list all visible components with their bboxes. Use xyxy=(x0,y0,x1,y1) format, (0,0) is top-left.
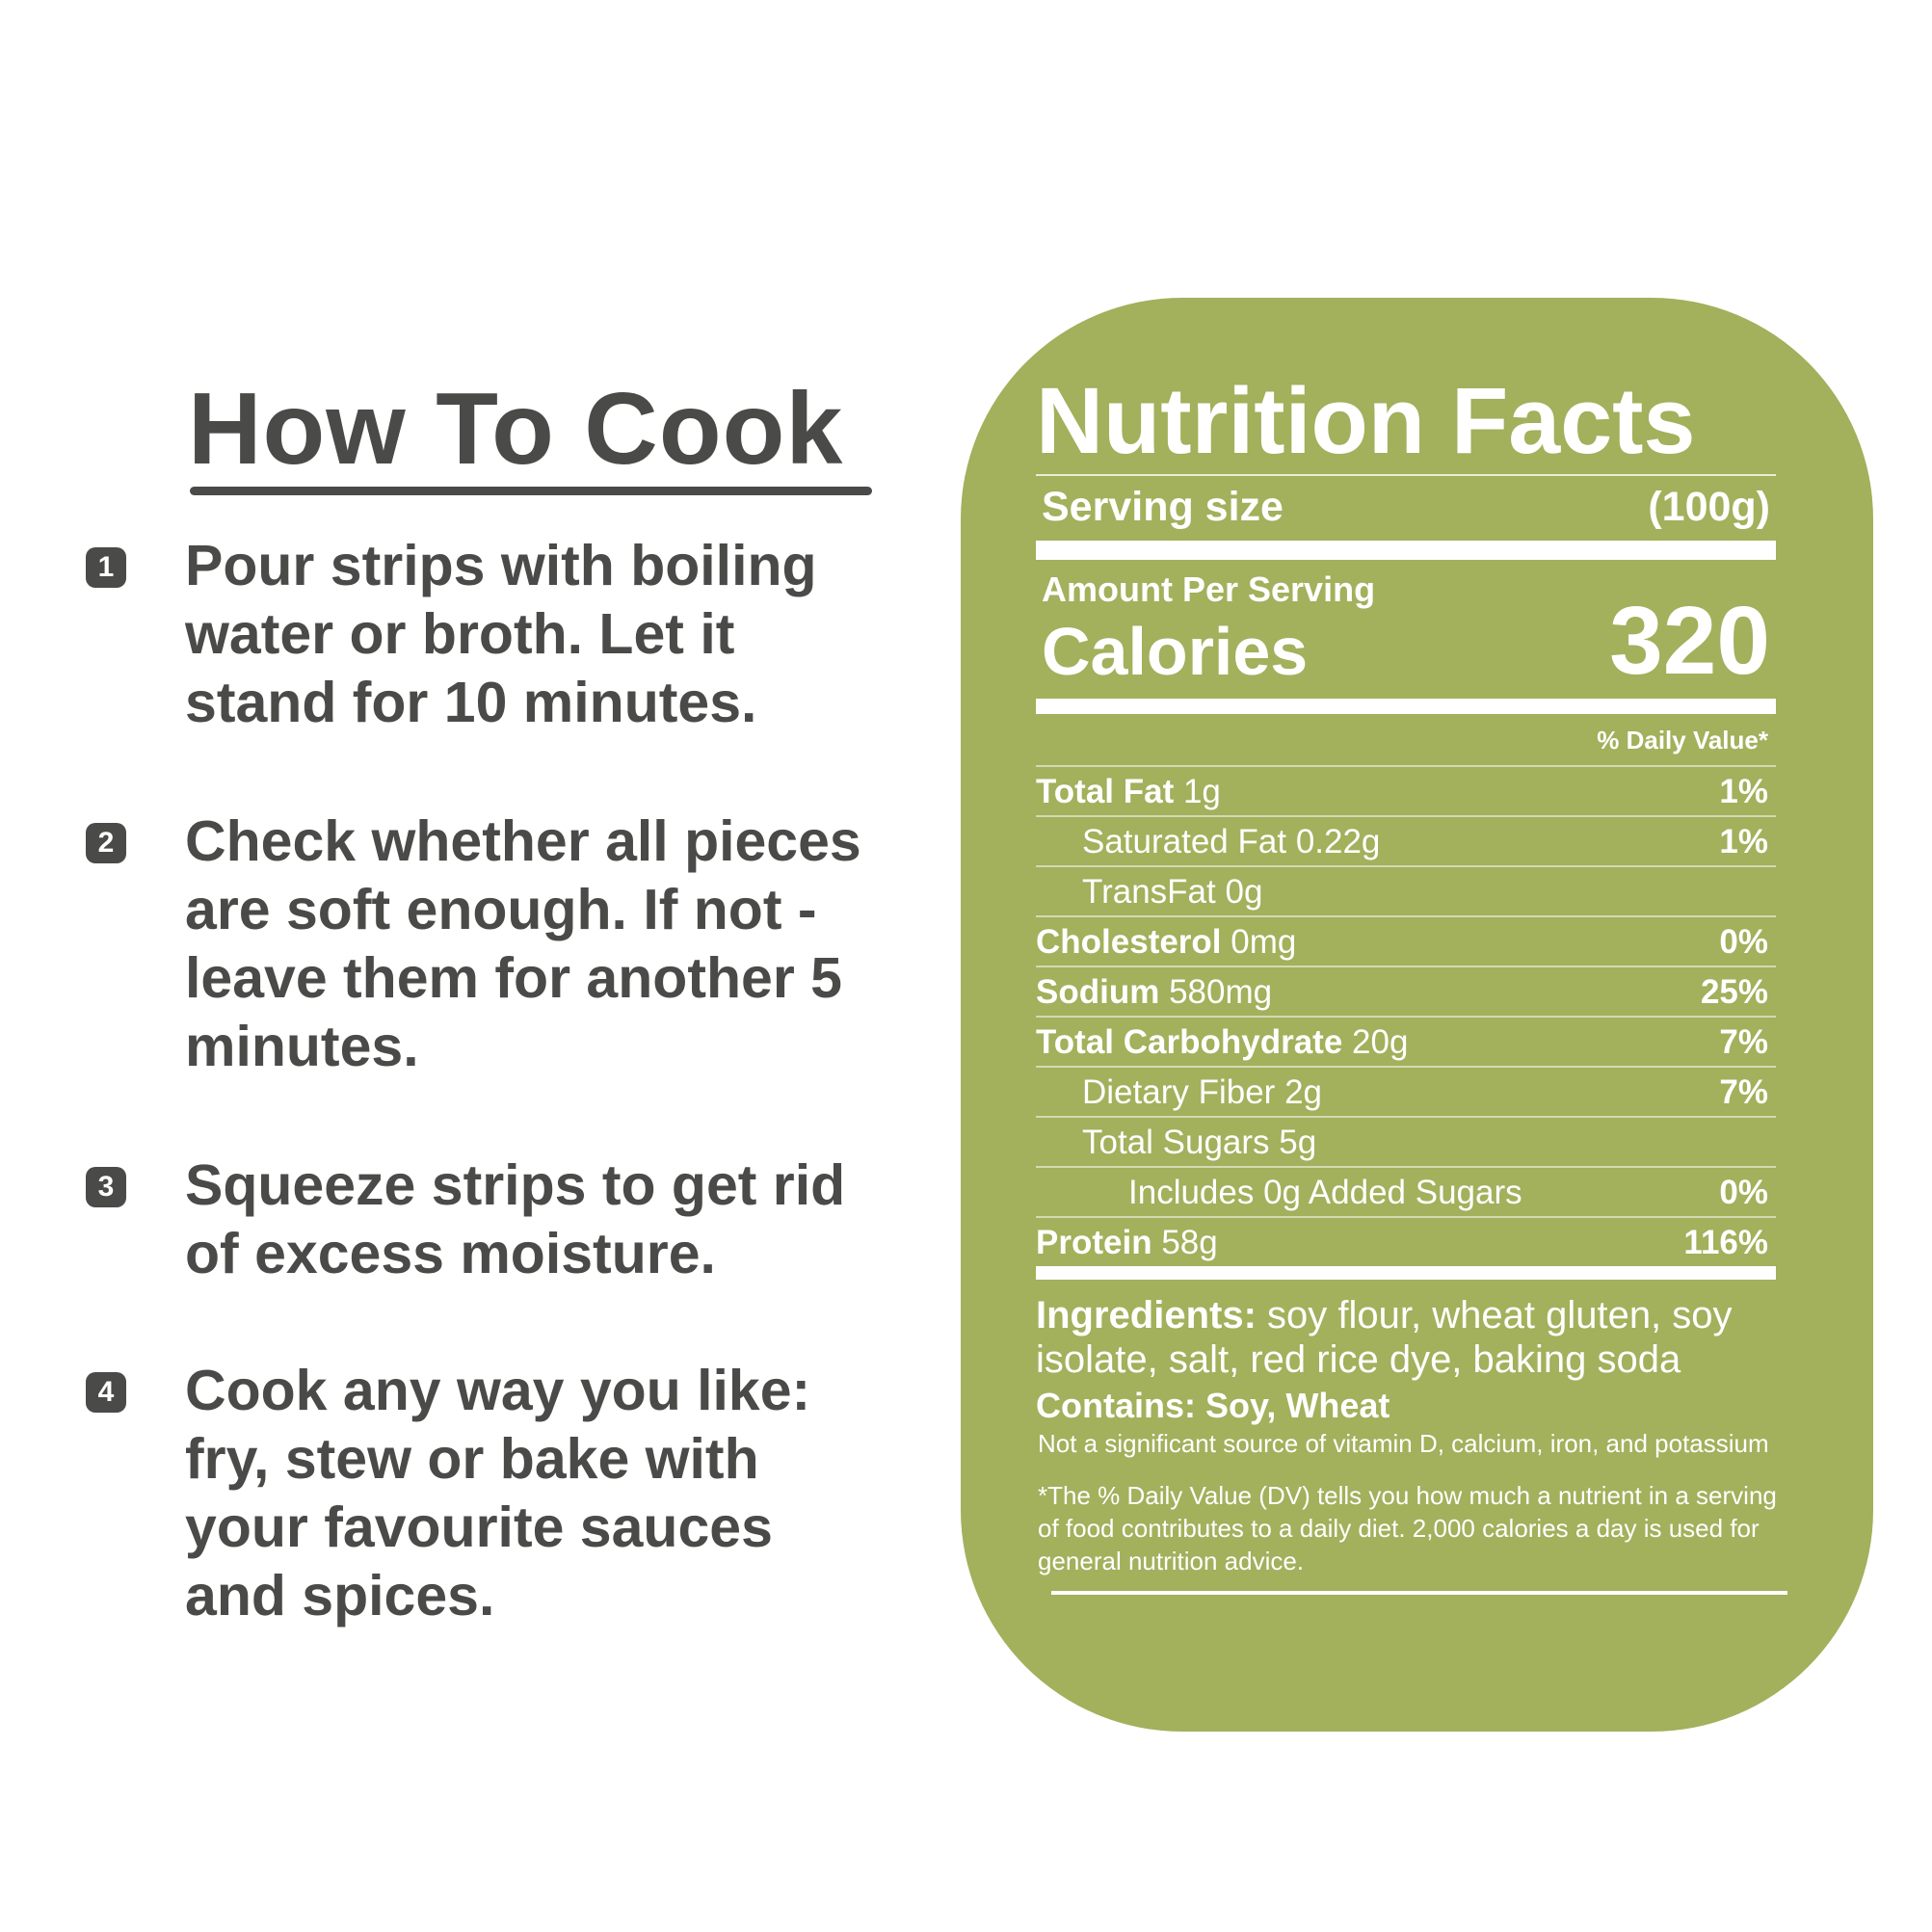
nutrient-row: Saturated Fat 0.22g 1% xyxy=(1036,815,1776,865)
serving-label: Serving size xyxy=(1042,484,1284,530)
step-number: 4 xyxy=(86,1372,126,1413)
calories-row: Calories 320 xyxy=(1036,589,1776,693)
nutrient-row: Includes 0g Added Sugars 0% xyxy=(1036,1166,1776,1216)
nutrient-name: Total Fat xyxy=(1036,773,1175,810)
nutrient-row: Total Fat 1g 1% xyxy=(1036,765,1776,815)
footnote: *The % Daily Value (DV) tells you how mu… xyxy=(1038,1481,1777,1575)
nutrient-name: Cholesterol xyxy=(1036,923,1222,961)
step-text: Cook any way you like: fry, stew or bake… xyxy=(185,1359,811,1628)
nutrient-row: Cholesterol 0mg 0% xyxy=(1036,915,1776,966)
step-text: Check whether all pieces are soft enough… xyxy=(185,809,861,1078)
nutrient-dv: 1% xyxy=(1719,823,1768,860)
nutrient-row: Dietary Fiber 2g 7% xyxy=(1036,1066,1776,1116)
nutrient-name: Sodium xyxy=(1036,973,1160,1011)
nutrient-amount: 1g xyxy=(1182,773,1221,810)
nutrient-amount: 0mg xyxy=(1231,923,1297,961)
nutrient-amount: 20g xyxy=(1352,1023,1409,1061)
nutrient-amount: 5g xyxy=(1279,1124,1317,1161)
nutrient-dv: 0% xyxy=(1719,1174,1768,1211)
nutrient-amount: 580mg xyxy=(1169,973,1273,1011)
nutrient-label: Total Sugars 5g xyxy=(1036,1118,1316,1166)
nutrient-amount: 2g xyxy=(1284,1073,1322,1111)
nutrient-dv: 7% xyxy=(1719,1073,1768,1111)
nutrient-name: Saturated Fat xyxy=(1082,823,1287,860)
nutrient-label: Total Carbohydrate 20g xyxy=(1036,1018,1408,1066)
calories-value: 320 xyxy=(1609,587,1770,695)
step-number: 1 xyxy=(86,547,126,588)
title-underline xyxy=(190,487,872,495)
nutrient-name: Total Carbohydrate xyxy=(1036,1023,1343,1061)
step-text: Squeeze strips to get rid of excess mois… xyxy=(185,1153,846,1285)
nutrient-row: TransFat 0g xyxy=(1036,865,1776,915)
amount-per-serving: Amount Per Serving xyxy=(1042,569,1376,609)
contains: Contains: Soy, Wheat xyxy=(1036,1386,1390,1425)
nutrition-facts: Nutrition Facts Serving size (100g) Amount … xyxy=(1036,368,1787,1595)
nutrient-label: Saturated Fat 0.22g xyxy=(1036,817,1380,865)
nutrient-label: TransFat 0g xyxy=(1036,867,1262,915)
note: Not a significant source of vitamin D, c… xyxy=(1038,1429,1769,1458)
nutrient-label: Cholesterol 0mg xyxy=(1036,917,1296,966)
nutrient-amount: 0g xyxy=(1225,873,1263,911)
nutrient-label: Dietary Fiber 2g xyxy=(1036,1068,1322,1116)
step-number: 3 xyxy=(86,1167,126,1207)
nutrient-label: Sodium 580mg xyxy=(1036,967,1272,1016)
serving-row: Serving size (100g) xyxy=(1036,474,1776,539)
nutrient-label: Includes 0g Added Sugars xyxy=(1036,1168,1522,1216)
step: 4 Cook any way you like: fry, stew or bak… xyxy=(86,1357,888,1630)
ingredients: Ingredients: soy flour, wheat gluten, so… xyxy=(1036,1293,1776,1382)
nutrient-dv: 116% xyxy=(1683,1224,1768,1261)
nutrient-dv: 1% xyxy=(1719,773,1768,810)
thick-rule xyxy=(1036,1266,1776,1280)
nutrient-name: TransFat xyxy=(1082,873,1216,911)
nutrient-amount: 0.22g xyxy=(1295,823,1381,860)
nutrient-label: Total Fat 1g xyxy=(1036,767,1221,815)
nutrition-title: Nutrition Facts xyxy=(1036,368,1696,473)
step-text: Pour strips with boiling water or broth.… xyxy=(185,534,817,734)
step-number: 2 xyxy=(86,823,126,863)
nutrient-name: Includes 0g Added Sugars xyxy=(1128,1174,1522,1211)
serving-size: (100g) xyxy=(1648,484,1770,530)
nutrient-dv: 0% xyxy=(1719,923,1768,961)
nutrient-row: Total Carbohydrate 20g 7% xyxy=(1036,1016,1776,1066)
nutrient-name: Total Sugars xyxy=(1082,1124,1270,1161)
thick-rule xyxy=(1036,541,1776,560)
ingredients-label: Ingredients: xyxy=(1036,1294,1257,1337)
nutrient-name: Dietary Fiber xyxy=(1082,1073,1276,1111)
step: 3 Squeeze strips to get rid of excess moi… xyxy=(86,1151,888,1288)
nutrient-amount: 58g xyxy=(1161,1224,1218,1261)
nutrient-dv: 25% xyxy=(1700,973,1768,1011)
calories-label: Calories xyxy=(1042,614,1309,689)
nutrient-row: Sodium 580mg 25% xyxy=(1036,966,1776,1016)
nutrient-row: Protein 58g 116% xyxy=(1036,1216,1776,1266)
daily-value-header: % Daily Value* xyxy=(1597,726,1768,754)
step: 1 Pour strips with boiling water or broth… xyxy=(86,532,888,737)
nutrient-label: Protein 58g xyxy=(1036,1218,1218,1266)
nutrient-name: Protein xyxy=(1036,1224,1152,1261)
thick-rule xyxy=(1036,699,1776,714)
nutrition-panel xyxy=(961,298,1873,1732)
how-to-cook-title: How To Cook xyxy=(188,372,844,486)
nutrient-dv: 7% xyxy=(1719,1023,1768,1061)
ingredients-text: soy flour, wheat gluten, soy isolate, sa… xyxy=(1036,1294,1733,1381)
bottom-rule xyxy=(1051,1591,1787,1595)
step: 2 Check whether all pieces are soft enoug… xyxy=(86,807,888,1081)
nutrient-row: Total Sugars 5g xyxy=(1036,1116,1776,1166)
